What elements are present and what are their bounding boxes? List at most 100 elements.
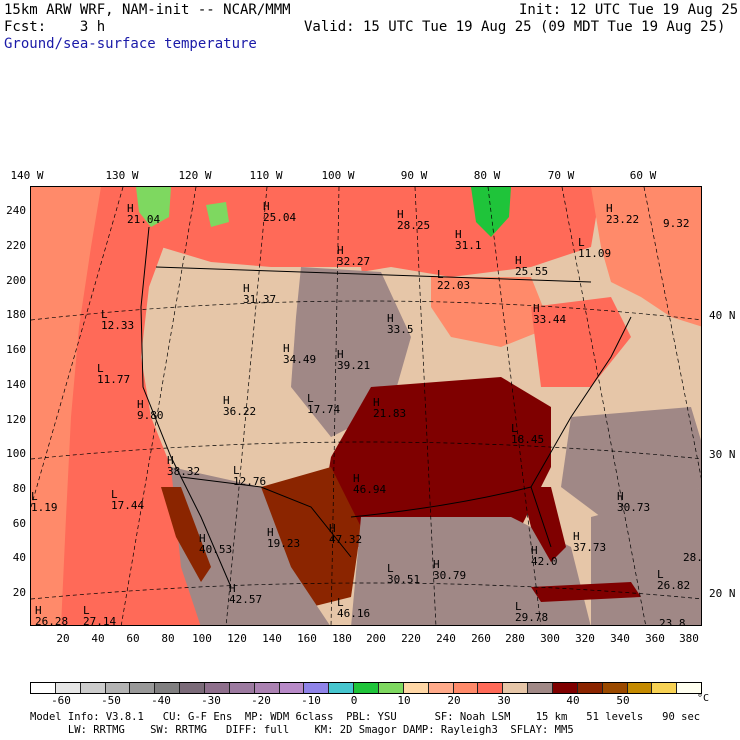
y-tick-label: 40 — [12, 551, 26, 564]
x-tick-label: 340 — [610, 632, 630, 645]
colorbar-swatch — [180, 683, 206, 693]
model-info-line1: Model Info: V3.8.1 CU: G-F Ens MP: WDM 6… — [30, 711, 701, 723]
temperature-colorbar — [30, 682, 702, 694]
colorbar-tick-label: -20 — [251, 694, 271, 707]
map-extremum: H 23.22 — [606, 202, 640, 226]
colorbar-swatch — [403, 683, 429, 693]
colorbar-swatch — [379, 683, 404, 693]
longitude-line-100w — [330, 187, 340, 625]
x-tick-label: 200 — [366, 632, 386, 645]
colorbar-swatch — [105, 683, 131, 693]
lon-label: 140 W — [10, 169, 44, 182]
colorbar-tick-label: -60 — [51, 694, 71, 707]
colorbar-swatch — [155, 683, 181, 693]
map-extremum: 9.32 — [663, 217, 690, 230]
colorbar-swatch — [279, 683, 305, 693]
colorbar-tick-label: 50 — [616, 694, 630, 707]
map-extremum: L 29.78 — [515, 600, 549, 624]
y-tick-label: 80 — [12, 482, 26, 495]
southeast-hot-region — [321, 377, 551, 547]
colorbar-tick-label: 20 — [447, 694, 461, 707]
colorbar-swatch — [329, 683, 355, 693]
longitude-line-110w — [225, 187, 268, 625]
colorbar-swatch — [553, 683, 578, 693]
init-time: Init: 12 UTC Tue 19 Aug 25 — [519, 2, 739, 18]
us-mexico-border — [180, 476, 352, 558]
map-extremum: L 46.16 — [337, 596, 371, 620]
map-extremum: H 36.22 — [223, 394, 257, 418]
map-extremum: H 46.94 — [353, 472, 387, 496]
map-extremum: H 30.73 — [617, 490, 651, 514]
colorbar-swatch — [652, 683, 678, 693]
latitude-line-30n — [31, 441, 701, 460]
x-tick-label: 40 — [91, 632, 105, 645]
map-extremum: H 19.23 — [267, 526, 301, 550]
map-extremum: L 11.77 — [97, 362, 131, 386]
forecast-hour: Fcst: 3 h — [4, 19, 106, 35]
map-extremum: H 40.53 — [199, 532, 233, 556]
map-extremum: 23.8 — [659, 617, 686, 626]
longitude-line-60w — [643, 187, 701, 479]
lat-label: 30 N — [709, 448, 736, 461]
lon-label: 130 W — [105, 169, 139, 182]
colorbar-swatch — [528, 683, 554, 693]
longitude-line-120w — [120, 187, 197, 625]
map-extremum: H 32.27 — [337, 244, 371, 268]
map-extremum: H 21.83 — [373, 396, 407, 420]
model-title: 15km ARW WRF, NAM-init -- NCAR/MMM — [4, 2, 291, 18]
longitude-line-80w — [487, 187, 542, 625]
colorbar-swatch — [428, 683, 454, 693]
x-tick-label: 380 — [679, 632, 699, 645]
colorbar-swatch — [577, 683, 603, 693]
colorbar-tick-label: 10 — [397, 694, 411, 707]
pacific-outer-sst — [31, 187, 101, 625]
lon-label: 70 W — [547, 169, 575, 182]
y-tick-label: 120 — [6, 413, 26, 426]
colorbar-swatch — [254, 683, 280, 693]
x-tick-label: 120 — [227, 632, 247, 645]
longitude-line-70w — [561, 187, 646, 625]
rockies-cool-patch — [206, 202, 229, 227]
map-extremum: H 26.28 — [35, 604, 69, 626]
x-tick-label: 360 — [645, 632, 665, 645]
cuba — [531, 582, 641, 602]
y-tick-label: 240 — [6, 204, 26, 217]
x-tick-label: 260 — [471, 632, 491, 645]
map-extremum: H 33.5 — [387, 312, 414, 336]
lon-label: 80 W — [473, 169, 501, 182]
map-extremum: H 9.80 — [137, 398, 164, 422]
map-extremum: H 37.73 — [573, 530, 607, 554]
map-extremum: L 18.45 — [511, 422, 545, 446]
map-extremum: H 34.49 — [283, 342, 317, 366]
map-extremum: L 27.14 — [83, 604, 117, 626]
colorbar-unit: °C — [697, 693, 710, 704]
colorbar-swatch — [677, 683, 702, 693]
y-tick-label: 180 — [6, 308, 26, 321]
latitude-line-40n — [31, 300, 701, 321]
map-extremum: H 25.04 — [263, 200, 297, 224]
x-tick-label: 220 — [401, 632, 421, 645]
x-tick-label: 300 — [540, 632, 560, 645]
x-tick-label: 20 — [56, 632, 70, 645]
lon-label: 110 W — [249, 169, 283, 182]
colorbar-tick-label: 30 — [497, 694, 511, 707]
colorbar-tick-label: -10 — [301, 694, 321, 707]
colorbar-tick-label: 40 — [566, 694, 580, 707]
colorbar-tick-label: -50 — [101, 694, 121, 707]
x-tick-label: 80 — [161, 632, 175, 645]
colorbar-swatch — [130, 683, 156, 693]
colorbar-swatch — [304, 683, 330, 693]
colorbar-swatch — [453, 683, 479, 693]
x-tick-label: 280 — [505, 632, 525, 645]
colorbar-swatch — [205, 683, 230, 693]
map-extremum: L 17.74 — [307, 392, 341, 416]
x-tick-label: 60 — [126, 632, 140, 645]
y-tick-label: 220 — [6, 239, 26, 252]
x-tick-label: 160 — [297, 632, 317, 645]
map-extremum: L 12.33 — [101, 308, 135, 332]
x-tick-label: 240 — [436, 632, 456, 645]
map-extremum: H 47.32 — [329, 522, 363, 546]
map-extremum: L 12.76 — [233, 464, 267, 488]
valid-time: Valid: 15 UTC Tue 19 Aug 25 (09 MDT Tue … — [304, 19, 726, 35]
baja-california — [161, 487, 211, 582]
